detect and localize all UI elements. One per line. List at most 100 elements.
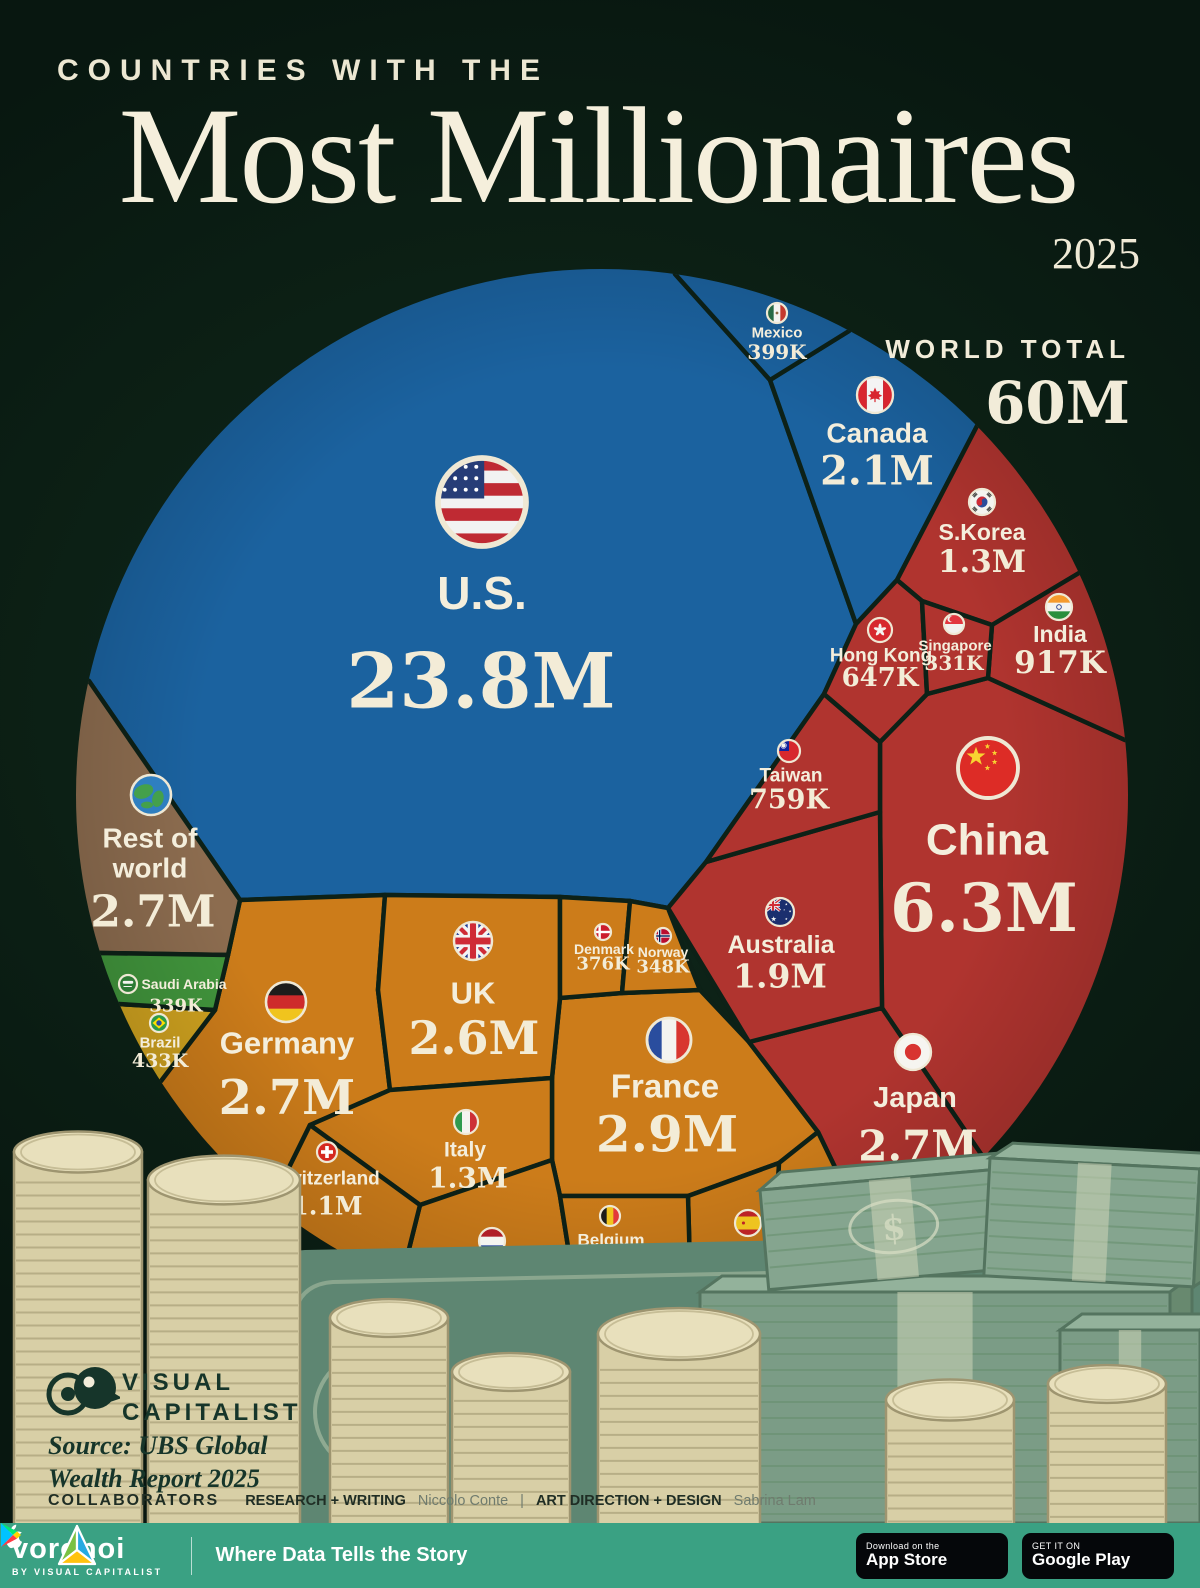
cell-name-denmark: Denmark xyxy=(574,941,634,957)
collaborators-row: COLLABORATORS RESEARCH + WRITING Niccolo… xyxy=(48,1492,816,1510)
cell-value-australia: 1.9M xyxy=(733,957,827,996)
page-title: Most Millionaires xyxy=(118,79,1080,232)
google-play-text: GET IT ON Google Play xyxy=(1032,1540,1131,1570)
cell-name-taiwan: Taiwan xyxy=(760,766,823,787)
singapore-flag-icon xyxy=(942,612,966,636)
taiwan-flag-icon xyxy=(776,738,802,764)
app-store-top: Download on the xyxy=(866,1540,940,1551)
cell-name-uk: UK xyxy=(451,976,496,1011)
cell-name-india: India xyxy=(1033,621,1087,647)
cell-value-china: 6.3M xyxy=(890,869,1078,947)
store-badges: Download on the App Store GET IT ON Goog… xyxy=(1,1523,1174,1579)
collab-role-2: ART DIRECTION + DESIGN xyxy=(535,1493,722,1509)
belgium-flag-icon xyxy=(598,1204,622,1228)
cell-value-brazil: 433K xyxy=(132,1050,190,1072)
hongkong-flag-icon xyxy=(866,616,894,644)
footer-tagline: Where Data Tells the Story xyxy=(215,1544,468,1566)
cell-value-norway: 348K xyxy=(636,957,691,978)
cell-name-hongkong: Hong Kong xyxy=(830,646,932,667)
china-flag-icon xyxy=(956,736,1020,800)
cell-value-saudi: 339K xyxy=(149,996,204,1017)
footer-bar: voronoi BY VISUAL CAPITALIST Where Data … xyxy=(0,1523,1200,1588)
google-play-top: GET IT ON xyxy=(1032,1540,1081,1551)
label-group-germany: Germany 2.7M xyxy=(219,980,356,1126)
brand-line1: VISUAL xyxy=(122,1369,235,1396)
norway-flag-icon xyxy=(653,926,673,946)
cell-name-mexico: Mexico xyxy=(752,325,803,342)
cell-name-canada: Canada xyxy=(826,418,928,449)
world-total-value: 60M xyxy=(985,369,1130,437)
app-store-text: Download on the App Store xyxy=(866,1540,948,1570)
cell-name-norway: Norway xyxy=(638,944,689,960)
cell-value-skorea: 1.3M xyxy=(938,544,1026,580)
cell-name-saudi: Saudi Arabia xyxy=(141,976,226,992)
cell-value-denmark: 376K xyxy=(576,954,631,975)
cell-name-us: U.S. xyxy=(437,567,526,619)
voronoi-logo xyxy=(57,1524,97,1566)
footer-divider xyxy=(190,1536,192,1575)
app-store-badge[interactable]: Download on the App Store xyxy=(5,1524,1008,1579)
cell-value-mexico: 399K xyxy=(747,340,807,364)
japan-flag-icon xyxy=(893,1032,933,1072)
canada-flag-icon xyxy=(855,375,895,415)
cell-value-switzerland: 1.1M xyxy=(291,1192,362,1221)
cell-value-singapore: 331K xyxy=(924,651,984,675)
label-group-saudi: Saudi Arabia 339K xyxy=(117,973,227,1017)
cell-value-germany: 2.7M xyxy=(219,1070,356,1126)
google-play-bottom: Google Play xyxy=(1032,1550,1131,1570)
world-total: WORLD TOTAL 60M xyxy=(885,334,1130,437)
cell-value-taiwan: 759K xyxy=(749,785,830,816)
source-line2: Wealth Report 2025 xyxy=(48,1463,260,1493)
australia-flag-icon xyxy=(764,896,796,928)
collab-name-1: Niccolo Conte xyxy=(417,1493,509,1509)
denmark-flag-icon xyxy=(593,922,613,942)
brazil-flag-icon xyxy=(148,1012,170,1034)
france-flag-icon xyxy=(645,1016,693,1064)
skorea-flag-icon xyxy=(967,487,997,517)
spain-flag-icon xyxy=(733,1208,763,1238)
brand-line2: CAPITALIST xyxy=(122,1399,302,1426)
footer-brand-sub: BY VISUAL CAPITALIST xyxy=(12,1566,163,1577)
cell-value-uk: 2.6M xyxy=(409,1011,540,1065)
bill-dollar-mark: $ xyxy=(880,1208,907,1250)
app-store-bottom: App Store xyxy=(866,1550,948,1570)
title-kicker: COUNTRIES WITH THE xyxy=(57,54,549,87)
germany-flag-icon xyxy=(264,980,308,1024)
google-play-badge[interactable]: GET IT ON Google Play xyxy=(1,1523,1174,1579)
label-group-uk: UK2.6M xyxy=(409,920,540,1065)
cell-name-australia: Australia xyxy=(728,931,836,959)
cell-name-singapore: Singapore xyxy=(918,638,991,655)
cell-value-us: 23.8M xyxy=(346,637,615,726)
cell-name-italy: Italy xyxy=(444,1139,486,1162)
brand-name: VISUAL CAPITALIST xyxy=(122,1368,302,1428)
cell-value-canada: 2.1M xyxy=(820,448,934,495)
cell-name-china: China xyxy=(926,816,1049,865)
source-text: Source: UBS Global Wealth Report 2025 xyxy=(48,1430,268,1495)
collab-separator: | xyxy=(520,1493,524,1509)
collab-role-1: RESEARCH + WRITING xyxy=(245,1493,406,1509)
cell-name-row: world xyxy=(112,853,188,884)
collaborators-heading: COLLABORATORS xyxy=(48,1492,220,1509)
saudi-flag-icon xyxy=(117,973,139,995)
cell-name-germany: Germany xyxy=(220,1026,355,1061)
cell-value-france: 2.9M xyxy=(596,1105,738,1164)
visual-capitalist-logo xyxy=(46,1367,120,1416)
title-year: 2025 xyxy=(1052,229,1140,278)
italy-flag-icon xyxy=(452,1108,480,1136)
world-total-label: WORLD TOTAL xyxy=(885,334,1130,364)
